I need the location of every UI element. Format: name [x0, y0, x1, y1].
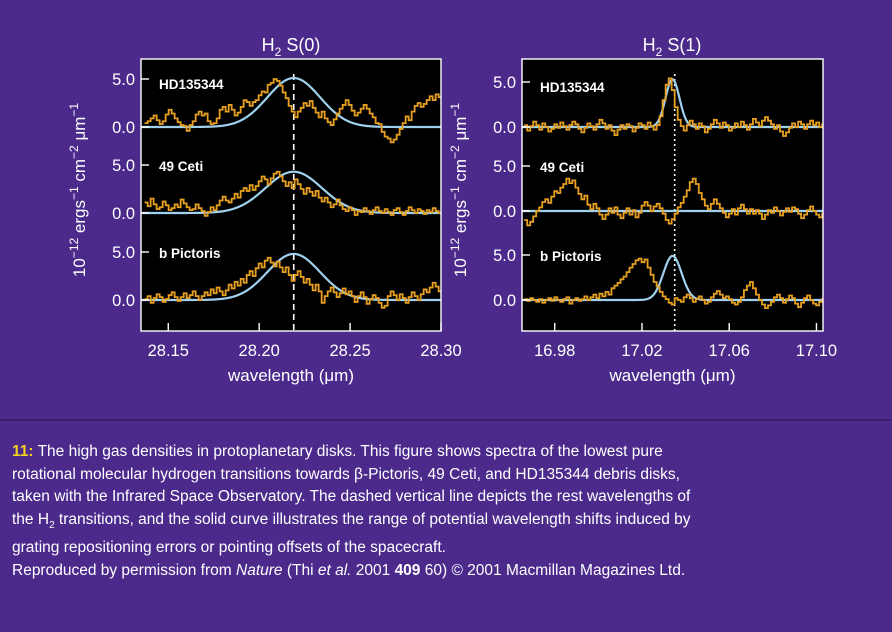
- x-tick-label: 17.10: [796, 342, 837, 360]
- y-label-text: ergs: [70, 200, 89, 238]
- y-tick-label: 5.0: [493, 247, 516, 265]
- title-subscript: 2: [656, 45, 663, 59]
- plot-area: [141, 59, 441, 331]
- caption-line-4a: the H: [12, 510, 50, 528]
- y-axis-label: 10−12 ergs−1 cm−2 μm−1: [67, 103, 89, 278]
- caption-line-5: grating repositioning errors or pointing…: [12, 539, 446, 557]
- observed-spectrum: [524, 77, 823, 137]
- plot-content: HD135344 49 Ceti b Pictoris: [141, 74, 441, 331]
- y-label-superscript: −12: [448, 238, 462, 259]
- title-main: H: [262, 35, 275, 55]
- series-label: 49 Ceti: [159, 159, 203, 174]
- y-tick-label: 0.0: [112, 119, 135, 137]
- y-tick-label: 5.0: [112, 244, 135, 262]
- y-label-text: μm: [451, 117, 470, 146]
- observed-spectrum: [144, 256, 441, 309]
- series-1: 49 Ceti: [141, 159, 441, 217]
- caption-line-1: The high gas densities in protoplanetary…: [33, 443, 663, 460]
- observed-spectrum: [144, 170, 441, 217]
- credit-journal: Nature: [236, 561, 283, 579]
- credit-volume: 409: [394, 561, 421, 579]
- y-tick-label: 5.0: [493, 74, 516, 92]
- x-tick-label: 28.15: [148, 342, 189, 360]
- caption-line-2: rotational molecular hydrogen transition…: [12, 465, 680, 483]
- y-label-text: cm: [70, 159, 89, 186]
- title-rest: S(1): [662, 35, 701, 55]
- y-label-superscript: −2: [67, 145, 81, 159]
- observed-spectrum: [144, 78, 441, 144]
- plot-frame: [521, 58, 824, 332]
- y-tick-label: 0.0: [112, 205, 135, 223]
- credit-text-d: 60) © 2001 Macmillan Magazines Ltd.: [420, 561, 686, 579]
- caption-line-3: taken with the Infrared Space Observator…: [12, 488, 691, 505]
- series-1: 49 Ceti: [522, 160, 823, 227]
- panel-title: H2 S(0): [262, 35, 321, 59]
- x-tick-label: 28.25: [329, 342, 370, 360]
- y-tick-label: 0.0: [493, 292, 516, 310]
- y-label-superscript: −1: [67, 186, 81, 200]
- plot-frame: [140, 58, 442, 332]
- panel-h2-s0: H2 S(0) HD135344 49 Ceti b Pictoris 0.0 5.0 0.…: [67, 35, 462, 385]
- observed-spectrum: [524, 257, 823, 309]
- x-axis-label: wavelength (μm): [227, 366, 354, 385]
- panel-h2-s1: H2 S(1) HD135344 49 Ceti b Pictoris 0.0 5.0 0.…: [448, 35, 837, 385]
- y-tick-label: 0.0: [493, 119, 516, 137]
- credit-text-a: Reproduced by permission from: [12, 561, 236, 579]
- credit-text-b: (Thi: [282, 561, 318, 579]
- y-tick-label: 5.0: [112, 157, 135, 175]
- series-label: b Pictoris: [159, 246, 221, 261]
- y-label-superscript: −1: [448, 103, 462, 117]
- y-label-text: 10: [70, 258, 89, 277]
- y-label-superscript: −1: [448, 186, 462, 200]
- y-axis-label: 10−12 ergs−1 cm−2 μm−1: [448, 103, 470, 278]
- y-label-text: cm: [451, 159, 470, 186]
- x-tick-label: 28.30: [420, 342, 461, 360]
- credit-text-c: 2001: [351, 561, 395, 579]
- model-curve: [141, 76, 441, 129]
- y-label-text: 10: [451, 258, 470, 277]
- title-main: H: [643, 35, 656, 55]
- series-label: HD135344: [540, 80, 605, 95]
- series-2: b Pictoris: [141, 246, 441, 309]
- series-2: b Pictoris: [522, 249, 823, 309]
- caption-credit: Reproduced by permission from Nature (Th…: [12, 560, 874, 583]
- series-label: HD135344: [159, 77, 224, 92]
- y-label-superscript: −12: [67, 238, 81, 259]
- series-0: HD135344: [141, 76, 441, 144]
- y-tick-label: 0.0: [493, 203, 516, 221]
- figure-caption: 11: The high gas densities in protoplane…: [12, 441, 874, 582]
- x-tick-label: 16.98: [534, 342, 575, 360]
- x-tick-label: 17.02: [621, 342, 662, 360]
- y-tick-label: 5.0: [493, 158, 516, 176]
- x-axis-label: wavelength (μm): [608, 366, 735, 385]
- caption-line-4b: transitions, and the solid curve illustr…: [54, 510, 691, 528]
- y-label-text: μm: [70, 117, 89, 146]
- plot-content: HD135344 49 Ceti b Pictoris: [522, 74, 823, 331]
- caption-number: 11:: [12, 443, 34, 460]
- series-label: b Pictoris: [540, 249, 602, 264]
- title-rest: S(0): [281, 35, 320, 55]
- y-tick-label: 5.0: [112, 71, 135, 89]
- caption-line-4-sub: 2: [49, 519, 55, 531]
- figure-caption-divider: [0, 419, 892, 421]
- y-label-text: ergs: [451, 200, 470, 238]
- plot-area: [522, 59, 823, 331]
- x-tick-label: 28.20: [239, 342, 280, 360]
- observed-spectrum: [524, 177, 823, 227]
- y-tick-label: 0.0: [112, 292, 135, 310]
- x-tick-label: 17.06: [709, 342, 750, 360]
- y-label-superscript: −2: [448, 145, 462, 159]
- credit-etal: et al.: [317, 561, 352, 579]
- series-0: HD135344: [522, 77, 823, 137]
- panel-title: H2 S(1): [643, 35, 702, 59]
- y-label-superscript: −1: [67, 103, 81, 117]
- title-subscript: 2: [275, 45, 282, 59]
- series-label: 49 Ceti: [540, 160, 584, 175]
- model-curve: [141, 252, 441, 302]
